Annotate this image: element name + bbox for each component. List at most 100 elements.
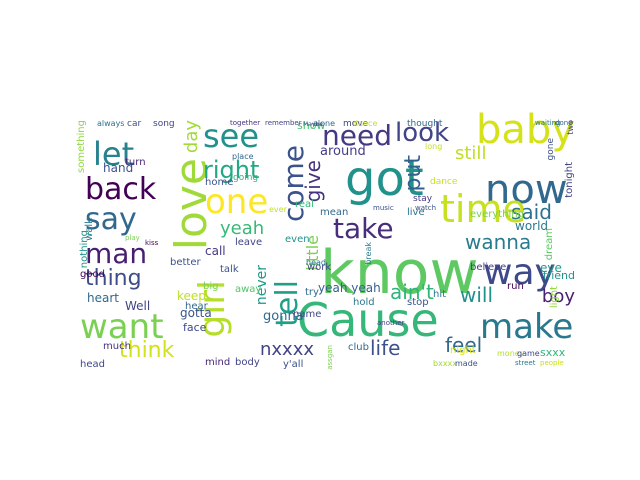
word-maybe: Maybe bbox=[303, 121, 323, 128]
word-life: life bbox=[370, 336, 401, 360]
word-head: head bbox=[306, 258, 326, 267]
word-run: run bbox=[507, 281, 524, 292]
word-hear: hear bbox=[185, 301, 208, 312]
word-tonight: tonight bbox=[564, 162, 575, 198]
word-friend: friend bbox=[542, 269, 575, 282]
word-break: break bbox=[364, 242, 373, 265]
word-hand: hand bbox=[103, 161, 134, 175]
word-hold: hold bbox=[353, 297, 375, 308]
word-talk: talk bbox=[220, 264, 239, 275]
word-try: try bbox=[305, 287, 319, 298]
word-something: something bbox=[76, 120, 87, 173]
word-always: always bbox=[97, 119, 125, 128]
word-body: body bbox=[235, 357, 260, 368]
word-play: play bbox=[125, 234, 140, 242]
word-got: got bbox=[345, 151, 424, 207]
word-live: live bbox=[407, 207, 425, 218]
word-give: give bbox=[301, 160, 325, 203]
word-good: good bbox=[80, 269, 105, 280]
word-turn: turn bbox=[125, 157, 146, 168]
word-thought: thought bbox=[407, 119, 443, 129]
word-watch: watch bbox=[415, 204, 437, 212]
word-alone: alone bbox=[313, 119, 336, 128]
word-place: place bbox=[232, 152, 254, 161]
word-eye: eye bbox=[540, 261, 562, 275]
word-yeah-yeah: yeah yeah bbox=[318, 281, 381, 295]
word-back: back bbox=[85, 172, 157, 207]
word-club: club bbox=[348, 342, 369, 353]
word-time: time bbox=[440, 187, 526, 231]
word-think: think bbox=[119, 338, 175, 363]
word-remember: remember bbox=[265, 119, 302, 127]
word-right: right bbox=[203, 156, 260, 184]
word-bxxxx: bxxxx bbox=[433, 359, 458, 368]
word-head: head bbox=[80, 359, 105, 370]
word-dance: dance bbox=[353, 119, 378, 128]
word-know: know bbox=[320, 238, 479, 308]
word-still: still bbox=[455, 143, 487, 164]
word-show: show bbox=[297, 119, 326, 132]
word-real: real bbox=[295, 199, 314, 210]
word-gonna: gonna bbox=[263, 309, 304, 324]
word-money: money bbox=[497, 349, 525, 358]
word-believe: believe bbox=[470, 262, 507, 273]
word-nxxxx: nxxxx bbox=[260, 339, 315, 360]
word-one: one bbox=[205, 182, 269, 222]
word-now: now bbox=[485, 167, 568, 213]
word-nothing: nothing bbox=[79, 230, 90, 269]
word-face: face bbox=[183, 321, 207, 334]
word-big: big bbox=[203, 281, 219, 292]
word-people: people bbox=[540, 359, 564, 367]
word-kiss: kiss bbox=[145, 239, 159, 247]
word-even: even bbox=[285, 234, 310, 245]
word-light: light bbox=[549, 286, 560, 309]
word-going: going bbox=[233, 173, 259, 183]
word-take: take bbox=[333, 212, 394, 245]
word-dream: dream bbox=[544, 228, 555, 261]
word-made: made bbox=[455, 359, 478, 368]
word-sxxx: sxxx bbox=[540, 346, 566, 359]
word-night: night bbox=[450, 345, 476, 356]
word-assgan: assgan bbox=[326, 345, 334, 370]
word-better: better bbox=[170, 257, 201, 268]
word-keep: keep bbox=[177, 289, 206, 303]
word-well: Well bbox=[125, 299, 151, 313]
word-cause: Cause bbox=[297, 293, 439, 347]
word-yeah: yeah bbox=[220, 218, 265, 239]
word-home: home bbox=[205, 177, 234, 188]
word-dance: dance bbox=[430, 177, 458, 187]
word-done: done bbox=[555, 119, 573, 127]
word-around: around bbox=[320, 144, 366, 159]
word-gone: gone bbox=[546, 138, 556, 161]
word-call: call bbox=[205, 244, 226, 258]
word-together: together bbox=[230, 119, 261, 127]
word-world: world bbox=[515, 219, 549, 233]
word-boy: boy bbox=[541, 286, 575, 307]
word-stay: stay bbox=[413, 194, 433, 204]
word-name: name bbox=[293, 309, 322, 320]
word-say: say bbox=[85, 202, 137, 237]
word-long: long bbox=[425, 142, 443, 151]
word-want: want bbox=[80, 307, 164, 347]
word-ain-t: ain't bbox=[390, 280, 434, 304]
word-ever: ever bbox=[269, 205, 287, 214]
word-cloud: know Cause got now love baby want girl time way ma… bbox=[75, 110, 575, 370]
word-mind: mind bbox=[205, 357, 231, 368]
word-will: will bbox=[460, 283, 494, 307]
word-baby: baby bbox=[476, 107, 575, 153]
word-street: street bbox=[515, 359, 536, 367]
word-y-all: y'all bbox=[283, 359, 304, 370]
word-leave: leave bbox=[235, 237, 263, 248]
word-make: make bbox=[480, 307, 574, 347]
word-game: game bbox=[517, 349, 540, 358]
word-need: need bbox=[322, 119, 392, 152]
word-away: away bbox=[235, 284, 262, 295]
word-feel: feel bbox=[445, 333, 483, 357]
word-way: way bbox=[483, 252, 556, 293]
word-said: said bbox=[511, 200, 552, 224]
word-hit: hit bbox=[433, 289, 447, 300]
word-stop: stop bbox=[407, 297, 429, 308]
word-thing: thing bbox=[85, 266, 142, 291]
word-put: put bbox=[401, 155, 426, 192]
word-work: work bbox=[307, 262, 332, 273]
